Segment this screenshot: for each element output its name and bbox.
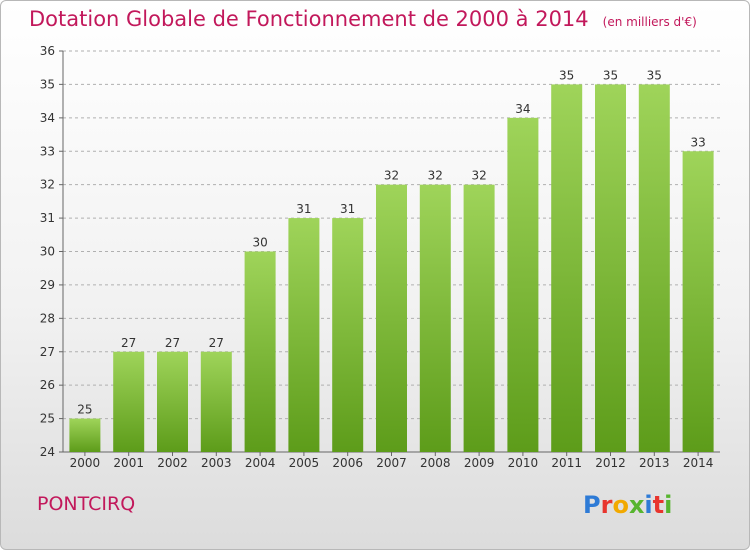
data-label: 32: [471, 169, 486, 183]
proxiti-logo[interactable]: Proxiti: [583, 491, 672, 519]
data-label: 27: [165, 336, 180, 350]
x-tick-label: 2006: [332, 456, 363, 470]
bar: [288, 218, 320, 452]
bar: [332, 218, 364, 452]
data-label: 31: [296, 202, 311, 216]
y-tick-label: 25: [40, 412, 55, 426]
logo-letter: x: [628, 491, 645, 519]
chart-unit: (en milliers d'€): [602, 15, 697, 29]
x-tick-label: 2004: [245, 456, 276, 470]
bar: [376, 184, 407, 452]
bar: [638, 84, 670, 453]
y-tick-label: 30: [40, 245, 55, 259]
x-tick-label: 2002: [157, 456, 188, 470]
chart-title-text: Dotation Globale de Fonctionnement de 20…: [29, 7, 589, 31]
bar: [551, 84, 583, 453]
x-tick-label: 2003: [201, 456, 232, 470]
logo-letter: P: [583, 491, 601, 519]
logo-letter: t: [652, 491, 665, 519]
x-tick-label: 2009: [464, 456, 495, 470]
bar: [463, 184, 495, 452]
y-tick-label: 36: [40, 44, 55, 58]
data-label: 35: [647, 68, 662, 82]
bar: [595, 84, 626, 453]
y-tick-label: 28: [40, 311, 55, 325]
x-tick-label: 2013: [639, 456, 670, 470]
bar: [113, 351, 145, 452]
x-tick-label: 2008: [420, 456, 451, 470]
x-tick-label: 2012: [595, 456, 626, 470]
data-label: 31: [340, 202, 355, 216]
x-tick-label: 2001: [113, 456, 144, 470]
logo-letter: r: [600, 491, 613, 519]
data-label: 27: [209, 336, 224, 350]
bar: [157, 351, 188, 452]
data-label: 35: [603, 68, 618, 82]
bar: [682, 151, 714, 452]
bar: [419, 184, 451, 452]
bar: [507, 117, 539, 452]
data-label: 35: [559, 68, 574, 82]
data-label: 32: [384, 169, 399, 183]
x-tick-label: 2000: [70, 456, 101, 470]
data-label: 32: [428, 169, 443, 183]
x-tick-label: 2011: [551, 456, 582, 470]
data-label: 33: [690, 135, 705, 149]
y-tick-label: 31: [40, 211, 55, 225]
commune-name: PONTCIRQ: [37, 493, 136, 515]
data-label: 30: [252, 236, 267, 250]
y-tick-label: 24: [40, 445, 55, 459]
logo-letter: i: [664, 491, 673, 519]
x-tick-label: 2014: [683, 456, 714, 470]
logo-letter: o: [612, 491, 629, 519]
data-label: 27: [121, 336, 136, 350]
x-tick-label: 2007: [376, 456, 407, 470]
data-label: 25: [77, 403, 92, 417]
data-label: 34: [515, 102, 530, 116]
x-tick-label: 2005: [289, 456, 320, 470]
chart-title: Dotation Globale de Fonctionnement de 20…: [29, 7, 697, 31]
y-tick-label: 33: [40, 144, 55, 158]
logo-letter: i: [644, 491, 653, 519]
bar: [200, 351, 232, 452]
x-tick-label: 2010: [508, 456, 539, 470]
y-tick-label: 32: [40, 178, 55, 192]
y-tick-label: 27: [40, 345, 55, 359]
bar: [244, 251, 276, 452]
y-tick-label: 26: [40, 378, 55, 392]
y-tick-label: 34: [40, 111, 55, 125]
y-tick-label: 29: [40, 278, 55, 292]
y-tick-label: 35: [40, 77, 55, 91]
bar: [69, 418, 101, 452]
